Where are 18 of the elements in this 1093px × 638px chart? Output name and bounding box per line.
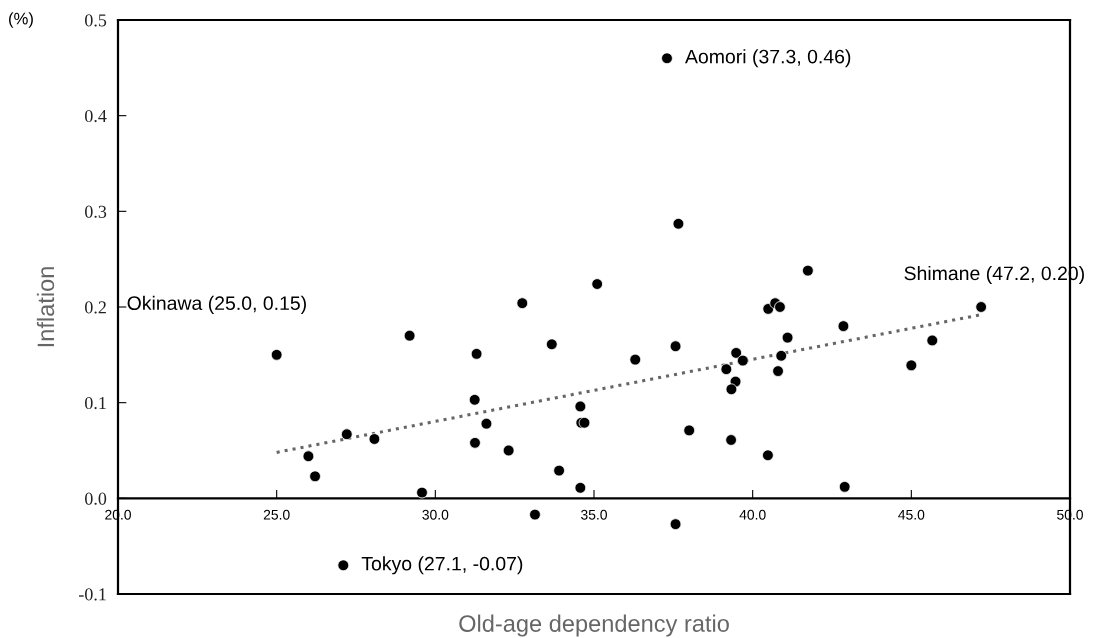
y-tick-label: 0.0 [85, 492, 107, 505]
y-tick-label: -0.1 [78, 588, 106, 601]
x-tick-label: 25.0 [263, 509, 290, 520]
annotation: Tokyo (27.1, -0.07) [361, 556, 523, 575]
y-tick-label: 0.1 [85, 396, 106, 410]
x-tick-label: 35.0 [581, 509, 607, 520]
annotation: Aomori (37.3, 0.46) [685, 49, 851, 68]
x-tick-label: 30.0 [422, 509, 449, 520]
y-tick-label: 0.5 [85, 14, 107, 27]
x-axis-title: Old-age dependency ratio [459, 614, 729, 637]
y-tick-label: 0.4 [85, 109, 107, 123]
x-tick-label: 45.0 [898, 509, 925, 520]
text: (%) [9, 12, 33, 28]
annotation: Okinawa (25.0, 0.15) [127, 295, 306, 314]
y-tick-label: 0.2 [85, 301, 106, 314]
y-tick-label: 0.3 [85, 205, 107, 218]
y-axis-title: Inflation [36, 267, 55, 347]
x-tick-label: 40.0 [739, 509, 766, 520]
